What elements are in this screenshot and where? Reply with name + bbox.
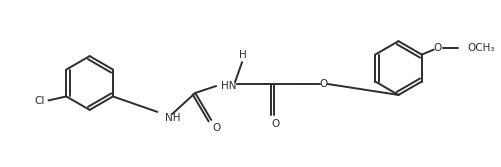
Text: HN: HN [221,81,236,91]
Text: Cl: Cl [34,96,45,106]
Text: H: H [239,50,247,60]
Text: NH: NH [165,113,181,123]
Text: OCH₃: OCH₃ [467,43,495,53]
Text: O: O [212,123,220,133]
Text: O: O [320,79,328,89]
Text: O: O [433,43,442,53]
Text: O: O [272,119,280,129]
